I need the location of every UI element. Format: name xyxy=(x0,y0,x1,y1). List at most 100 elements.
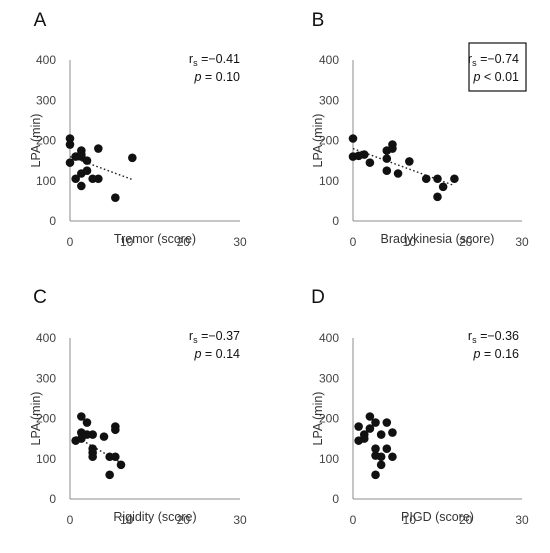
y-tick-label: 100 xyxy=(36,452,56,466)
x-tick-label: 10 xyxy=(403,235,417,249)
data-point xyxy=(382,154,392,163)
data-point xyxy=(365,412,375,421)
x-tick-label: 30 xyxy=(233,513,247,527)
y-tick-label: 200 xyxy=(319,134,339,148)
data-point xyxy=(77,412,86,421)
panel-b: B 0 100 200 300 400 0 10 20 30 LPA (min) Bradykines… xyxy=(311,10,529,249)
y-axis-title: LPA (min) xyxy=(311,392,325,446)
data-point xyxy=(82,156,92,165)
y-tick-label: 100 xyxy=(36,174,56,188)
y-tick-label: 0 xyxy=(332,492,339,506)
x-axis-title: Bradykinesia (score) xyxy=(381,232,495,246)
x-tick-label: 20 xyxy=(459,513,473,527)
rs-symbol: r xyxy=(189,329,193,343)
y-tick-label: 100 xyxy=(319,174,339,188)
p-annotation: p = 0.16 xyxy=(472,347,519,361)
data-point xyxy=(99,432,109,441)
rs-subscript: s xyxy=(193,58,198,68)
p-value: = 0.14 xyxy=(201,347,240,361)
x-tick-label: 0 xyxy=(67,513,74,527)
data-point xyxy=(365,424,375,433)
panel-a: A 0 100 200 300 400 0 10 20 30 LPA (min) Tremor (sc… xyxy=(29,10,247,249)
data-point xyxy=(359,434,369,443)
y-tick-label: 0 xyxy=(49,214,56,228)
x-tick-label: 20 xyxy=(459,235,473,249)
data-point xyxy=(359,150,369,159)
data-point xyxy=(111,193,120,202)
rs-value: =−0.37 xyxy=(198,329,240,343)
y-tick-label: 300 xyxy=(36,371,56,385)
data-point xyxy=(376,452,386,462)
p-value: < 0.01 xyxy=(480,70,519,84)
data-point xyxy=(421,174,431,184)
panel-letter: D xyxy=(311,287,325,308)
y-axis-title: LPA (min) xyxy=(311,114,325,168)
data-point xyxy=(128,153,137,163)
rs-value: =−0.41 xyxy=(198,52,240,66)
data-point xyxy=(371,470,380,480)
data-point xyxy=(82,166,92,175)
stat-box xyxy=(468,42,527,92)
rs-annotation: rs =−0.36 xyxy=(468,329,519,345)
data-point xyxy=(116,460,126,470)
rs-annotation: rs =−0.37 xyxy=(189,329,240,345)
data-point xyxy=(388,144,397,153)
x-axis-title: Rigidity (score) xyxy=(113,510,196,524)
x-tick-label: 20 xyxy=(177,513,191,527)
data-point xyxy=(438,182,448,192)
y-tick-label: 0 xyxy=(332,214,339,228)
panel-letter: A xyxy=(34,10,47,31)
rs-annotation: rs =−0.41 xyxy=(189,52,240,68)
p-symbol: p xyxy=(472,347,480,361)
data-point xyxy=(382,418,392,427)
y-tick-label: 400 xyxy=(319,331,339,345)
data-point xyxy=(88,452,97,462)
x-tick-label: 0 xyxy=(350,235,357,249)
y-tick-label: 300 xyxy=(319,371,339,385)
y-tick-label: 0 xyxy=(49,492,56,506)
rs-subscript: s xyxy=(193,335,198,345)
x-axis-title: Tremor (score) xyxy=(114,232,196,246)
rs-value: =−0.74 xyxy=(477,52,519,66)
y-tick-label: 200 xyxy=(36,134,56,148)
data-point xyxy=(71,174,80,184)
y-tick-label: 400 xyxy=(319,53,339,67)
data-point xyxy=(371,444,380,453)
panel-c: C 0 100 200 300 400 0 10 20 30 LPA (min) Rigidity (… xyxy=(29,287,247,527)
p-annotation: p = 0.10 xyxy=(193,70,240,84)
panel-letter: B xyxy=(312,10,325,31)
data-point xyxy=(393,169,403,178)
trend-line xyxy=(69,155,133,181)
data-point xyxy=(348,134,358,143)
panel-d: D 0 100 200 300 400 0 10 20 30 LPA (min) PIGD (scor… xyxy=(311,287,529,527)
y-tick-label: 400 xyxy=(36,331,56,345)
panel-letter: C xyxy=(33,287,47,308)
data-point xyxy=(94,144,103,153)
rs-subscript: s xyxy=(472,58,477,68)
data-point xyxy=(82,418,92,427)
data-point xyxy=(382,166,392,175)
data-point xyxy=(388,452,397,462)
y-tick-label: 200 xyxy=(319,412,339,426)
rs-symbol: r xyxy=(189,52,193,66)
y-tick-label: 300 xyxy=(319,93,339,107)
rs-value: =−0.36 xyxy=(477,329,519,343)
data-point xyxy=(376,460,386,470)
data-point xyxy=(376,430,386,439)
x-tick-label: 30 xyxy=(515,513,529,527)
data-point xyxy=(382,444,392,453)
y-tick-label: 200 xyxy=(36,412,56,426)
data-point xyxy=(65,134,75,143)
x-tick-label: 20 xyxy=(177,235,191,249)
p-symbol: p xyxy=(193,70,201,84)
data-point xyxy=(365,158,375,167)
p-annotation: p < 0.01 xyxy=(472,70,519,84)
data-point xyxy=(450,174,459,184)
rs-symbol: r xyxy=(468,52,472,66)
x-tick-label: 10 xyxy=(120,235,134,249)
p-annotation: p = 0.14 xyxy=(193,347,240,361)
p-symbol: p xyxy=(193,347,201,361)
data-point xyxy=(94,174,103,184)
p-value: = 0.10 xyxy=(201,70,240,84)
